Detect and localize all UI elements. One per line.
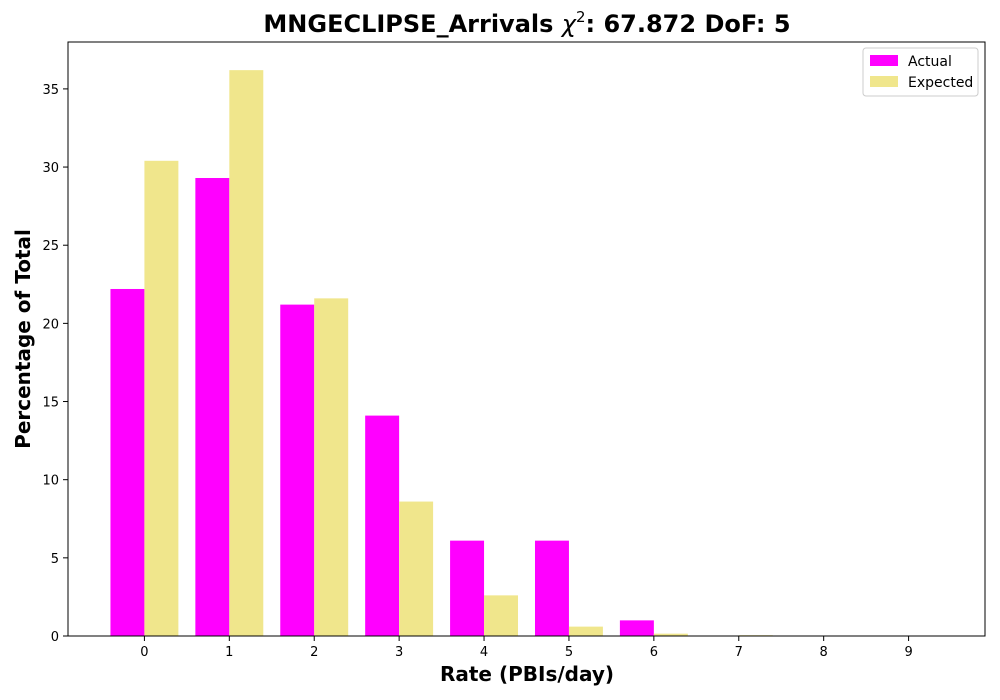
legend: Actual Expected: [862, 47, 979, 97]
bar-expected-6: [653, 633, 688, 636]
legend-swatch-actual: [870, 55, 898, 66]
x-tick-label-4: 4: [480, 645, 488, 660]
x-tick-label-7: 7: [735, 645, 743, 660]
x-tick-label-2: 2: [310, 645, 318, 660]
bar-expected-2: [314, 298, 349, 636]
plot-area: 0 1 2 3 4 5 6 7 8 9 0 5 10 15 20 25 30 35: [42, 41, 986, 660]
axes-frame: [67, 41, 986, 637]
bar-actual-1: [195, 177, 230, 636]
legend-label-actual: Actual: [908, 54, 952, 70]
bar-expected-3: [399, 501, 434, 636]
y-tick-label-10: 10: [42, 474, 59, 489]
legend-label-expected: Expected: [908, 75, 973, 91]
y-tick-label-20: 20: [42, 317, 59, 332]
chart-title: MNGECLIPSE_Arrivals χ2: 67.872 DoF: 5: [263, 8, 790, 38]
x-tick-label-0: 0: [140, 645, 148, 660]
bar-expected-0: [144, 160, 179, 637]
bar-actual-6: [619, 620, 654, 636]
x-tick-label-5: 5: [565, 645, 573, 660]
x-tick-label-8: 8: [820, 645, 828, 660]
chart-title-chi: χ: [560, 10, 577, 38]
bar-actual-5: [534, 540, 569, 636]
bar-actual-0: [110, 288, 145, 636]
y-tick-label-35: 35: [42, 83, 59, 98]
bar-expected-4: [484, 595, 519, 636]
x-axis-title: Rate (PBIs/day): [440, 662, 614, 686]
chart-title-sup: 2: [576, 8, 586, 26]
y-tick-label-30: 30: [42, 161, 59, 176]
y-tick-label-15: 15: [42, 396, 59, 411]
x-tick-label-9: 9: [904, 645, 912, 660]
bar-expected-5: [568, 626, 603, 636]
bar-actual-4: [450, 540, 485, 636]
bar-expected-1: [229, 70, 264, 636]
bar-actual-3: [365, 415, 400, 636]
x-tick-label-3: 3: [395, 645, 403, 660]
bar-actual-2: [280, 304, 315, 636]
x-tick-label-6: 6: [650, 645, 658, 660]
y-tick-label-0: 0: [51, 630, 59, 645]
legend-swatch-expected: [870, 76, 898, 87]
y-tick-label-25: 25: [42, 239, 59, 254]
x-tick-label-1: 1: [225, 645, 233, 660]
y-tick-label-5: 5: [51, 552, 59, 567]
y-axis-title: Percentage of Total: [11, 229, 35, 449]
chart-title-main: MNGECLIPSE_Arrivals: [263, 10, 561, 38]
chart-title-rest: : 67.872 DoF: 5: [586, 10, 791, 38]
